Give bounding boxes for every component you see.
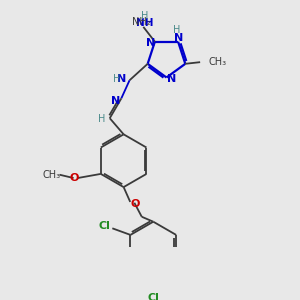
Text: N: N xyxy=(174,33,184,43)
Text: O: O xyxy=(130,199,140,208)
Text: CH₃: CH₃ xyxy=(208,57,226,67)
Text: H: H xyxy=(113,74,120,84)
Text: NH: NH xyxy=(136,18,154,28)
Text: N: N xyxy=(118,74,127,84)
Text: H: H xyxy=(141,11,149,21)
Text: N: N xyxy=(146,38,155,47)
Text: Cl: Cl xyxy=(98,221,110,231)
Text: N: N xyxy=(111,96,120,106)
Text: O: O xyxy=(70,173,79,183)
Text: Cl: Cl xyxy=(147,293,159,300)
Text: H: H xyxy=(98,114,105,124)
Text: NH₂: NH₂ xyxy=(132,17,151,27)
Text: H: H xyxy=(173,25,180,35)
Text: CH₃: CH₃ xyxy=(42,170,60,180)
Text: N: N xyxy=(167,74,176,84)
